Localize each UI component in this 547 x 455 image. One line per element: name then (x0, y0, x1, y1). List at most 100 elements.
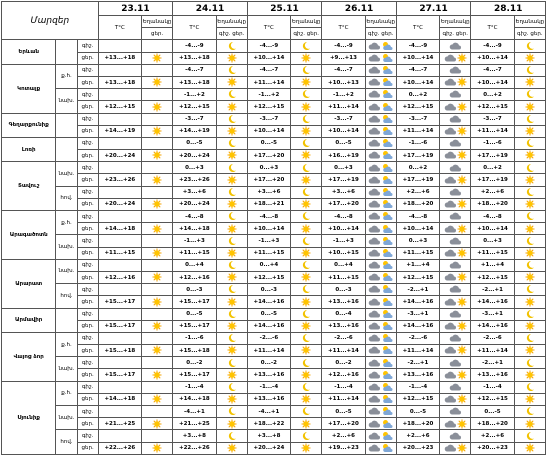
forecast-row: ցեր. +13...+18 +13...+18 +11...+14 +10...+13… (2, 75, 547, 90)
weather-icon (140, 417, 174, 431)
temperature: -1...-6 (172, 331, 217, 346)
weather-icon (364, 209, 397, 224)
temperature: -4...-8 (172, 209, 217, 224)
temperature (97, 63, 143, 77)
forecast-row: ցեր. +15...+17 +15...+17 +14...+16 +13...+16… (2, 319, 547, 333)
temperature: +11...+14 (321, 100, 366, 114)
weather-icon (439, 295, 472, 309)
temperature: +12...+16 (172, 270, 217, 285)
forecast-row: Լոռի գիշ. 0...-5 0...-5 0...-5 -1...-6 -1...-6 (0, 136, 547, 163)
temperature: +20...+24 (172, 197, 217, 212)
temperature: -1...-4 (321, 380, 366, 394)
weather-icon (364, 88, 397, 102)
temperature: +11...+15 (321, 270, 366, 285)
period-label: գիշ. (76, 356, 99, 370)
temperature: +12...+15 (246, 100, 292, 114)
weather-icon (439, 283, 472, 297)
weather-icon (290, 173, 323, 187)
weather-icon (364, 75, 397, 90)
temperature: -1...+3 (321, 234, 366, 248)
temperature: +14...+18 (97, 222, 143, 236)
weather-icon (439, 319, 472, 333)
weather-icon (290, 185, 323, 199)
temperature: -1...-4 (246, 380, 292, 394)
weather-icon (140, 368, 174, 382)
temperature: 0...+4 (172, 258, 217, 272)
temperature: +12...+15 (395, 392, 441, 407)
sub-area: նախ. (55, 404, 78, 431)
temperature: +10...+14 (470, 222, 515, 236)
temperature: -2...-6 (395, 331, 441, 346)
region-header: Մարզեր (1, 0, 99, 41)
period-label: գիշ. (76, 112, 99, 126)
temperature: +20...+23 (395, 441, 441, 455)
forecast-row: Արարատ նախ. գիշ. 0...+4 0...+4 0...+4 +1...+4 +… (0, 258, 547, 309)
temperature: +22...+26 (97, 441, 143, 455)
temperature: +12...+15 (97, 100, 143, 114)
temperature: +11...+15 (172, 246, 217, 260)
period-label: ցեր. (76, 392, 99, 407)
temperature: +17...+20 (321, 197, 366, 212)
forecast-row: Վայոց ձոր ք.հ. գիշ. -1...-6 -2...-6 -2...-6 -2… (0, 331, 547, 382)
weather-icon (215, 124, 248, 138)
period-label: գիշ. (76, 63, 99, 77)
sub-area: հով. (55, 185, 78, 212)
temperature: +17...+19 (470, 149, 515, 163)
weather-icon (290, 270, 323, 285)
sub-area: նախ. (55, 356, 78, 382)
period-header: գիշ. ցեր. (364, 27, 397, 41)
temperature (97, 39, 143, 53)
period-label: գիշ. (218, 30, 231, 37)
temperature: 0...+2 (470, 161, 515, 175)
temperature: 0...-5 (246, 307, 292, 321)
forecast-row: Երևան գիշ. -4...-9 -4...-9 -4...-9 -4...-9 -4.… (0, 39, 547, 65)
temperature: -4...-8 (395, 209, 441, 224)
weather-icon (290, 51, 323, 65)
weather-icon (140, 112, 174, 126)
period-label: գիշ. (76, 234, 99, 248)
weather-icon (215, 356, 248, 370)
temperature: 0...+3 (172, 161, 217, 175)
forecast-row: ցեր. +14...+19 +14...+19 +10...+14 +10...+14… (2, 124, 547, 138)
weather-icon (215, 246, 248, 260)
temperature: 0...-2 (246, 356, 292, 370)
weather-icon (364, 258, 397, 272)
forecast-row: հով. գիշ. +3...+6 +3...+6 +3...+6 +2...+6 +2..… (2, 185, 547, 212)
temperature: +10...+14 (246, 51, 292, 65)
temperature: +11...+14 (321, 392, 366, 407)
weather-icon (513, 112, 547, 126)
temperature: -1...-6 (470, 136, 515, 151)
temperature: +14...+16 (395, 295, 441, 309)
weather-icon (290, 344, 323, 358)
weather-icon (290, 246, 323, 260)
weather-icon (140, 246, 174, 260)
period-label: ցեր. (76, 319, 99, 333)
weather-icon (215, 173, 248, 187)
temperature: +10...+14 (470, 75, 515, 90)
temperature: -3...+1 (395, 307, 441, 321)
weather-icon (439, 75, 472, 90)
temperature: +15...+18 (97, 344, 143, 358)
weather-icon (439, 429, 472, 443)
period-label: գիշ. (76, 209, 99, 224)
temperature: -3...-7 (470, 112, 515, 126)
temperature: 0...-3 (246, 283, 292, 297)
weather-icon (140, 185, 174, 199)
weather-icon (439, 417, 472, 431)
weather-icon (513, 149, 547, 163)
date-header: 24.11 (172, 1, 248, 16)
weather-icon (364, 234, 397, 248)
temperature: +2...+6 (395, 429, 441, 443)
region-name: Կոտայք (0, 63, 57, 114)
weather-icon (290, 149, 323, 163)
forecast-row: Արմավիր գիշ. 0...-5 0...-5 0...-4 -3...+1 -3..… (0, 307, 547, 333)
temperature: -4...-7 (395, 63, 441, 77)
weather-icon (140, 222, 174, 236)
weather-icon (513, 356, 547, 370)
temperature (97, 283, 143, 297)
temperature: 0...+2 (395, 88, 441, 102)
forecast-row: ցեր. +13...+18 +13...+18 +10...+14 +9...+13 +… (2, 51, 547, 65)
weather-icon (290, 39, 323, 53)
temperature: +11...+15 (395, 246, 441, 260)
period-label: ցեր. (306, 30, 319, 37)
